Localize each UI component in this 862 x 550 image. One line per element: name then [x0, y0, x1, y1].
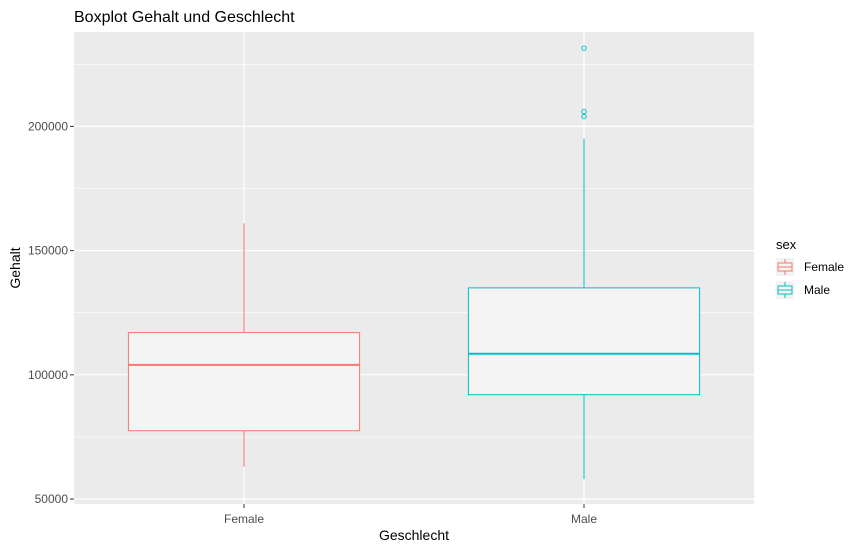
box-body: [467, 287, 701, 396]
x-tick-label: Female: [224, 512, 264, 526]
legend-label: Male: [804, 283, 830, 297]
boxes: [127, 45, 701, 480]
x-axis: Female Male: [224, 504, 597, 526]
x-axis-title: Geschlecht: [379, 527, 449, 543]
legend-title: sex: [776, 237, 797, 252]
outlier-point: [581, 108, 587, 115]
box-body: [127, 332, 361, 432]
y-tick-label: 200000: [28, 119, 68, 133]
legend-item-male: Male: [776, 281, 830, 299]
y-axis: 50000 100000 150000 200000: [28, 119, 74, 506]
plot-panel: [74, 32, 754, 504]
chart-title: Boxplot Gehalt und Geschlecht: [74, 9, 295, 26]
x-tick-label: Male: [571, 512, 597, 526]
y-tick-label: 50000: [35, 492, 69, 506]
y-axis-title: Gehalt: [7, 247, 23, 288]
outlier-point: [581, 45, 587, 51]
legend-label: Female: [804, 260, 844, 274]
y-tick-label: 150000: [28, 244, 68, 258]
legend: sex Female Male: [776, 237, 844, 299]
box-male: [467, 45, 701, 480]
legend-item-female: Female: [776, 258, 844, 276]
y-tick-label: 100000: [28, 368, 68, 382]
box-female: [127, 223, 361, 467]
